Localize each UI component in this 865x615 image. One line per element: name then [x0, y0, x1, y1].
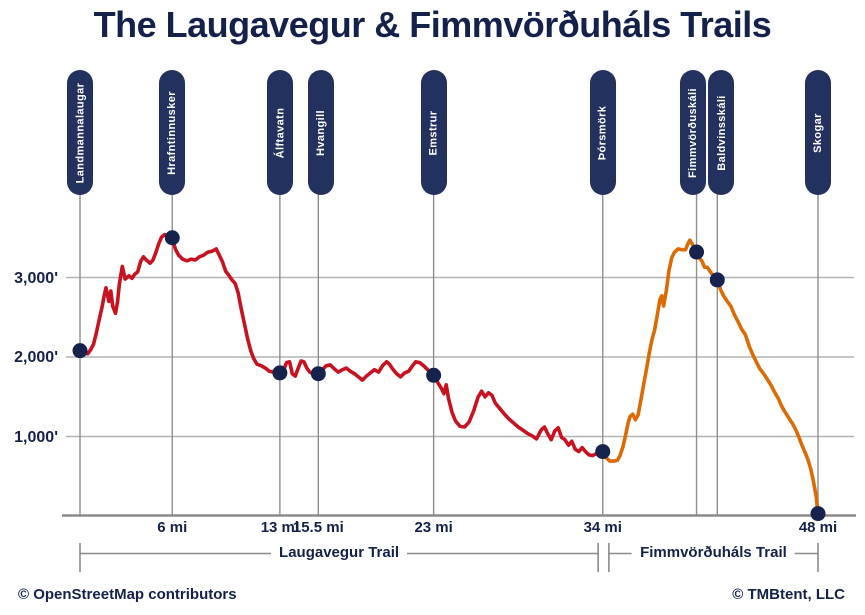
station-pill-label: Álftavatn	[273, 107, 286, 158]
marker-dot-Hvangill	[310, 366, 326, 382]
x-axis-label-23mi: 23 mi	[414, 519, 453, 536]
y-axis-label-3000ft: 3,000'	[14, 269, 58, 287]
marker-dot-Baldvinsskáli	[709, 272, 725, 288]
profile-line-Laugavegur Trail	[78, 232, 605, 458]
station-pill-Álftavatn: Álftavatn	[266, 70, 293, 195]
marker-dot-Skogar	[810, 506, 826, 522]
profile-line-Fimmvörðuháls Trail	[600, 238, 820, 516]
bracket-label-1: Fimmvörðuháls Trail	[632, 544, 795, 561]
marker-dot-Landmannalaugar	[72, 343, 88, 359]
station-pill-Baldvinsskáli: Baldvinsskáli	[708, 70, 735, 195]
credit-tmbtent: © TMBtent, LLC	[732, 586, 845, 603]
y-axis-label-2000ft: 2,000'	[14, 349, 58, 366]
station-pill-label: Baldvinsskáli	[715, 94, 728, 171]
marker-dot-Hrafntinnusker	[164, 230, 180, 246]
station-pill-label: Skogar	[812, 112, 825, 153]
page-title: The Laugavegur & Fimmvörðuháls Trails	[93, 4, 772, 45]
x-axis-label-6mi: 6 mi	[157, 519, 188, 536]
station-pill-label: Hrafntinnusker	[166, 90, 179, 175]
y-axis-label-1000ft: 1,000'	[14, 428, 58, 446]
x-axis-label-34mi: 34 mi	[583, 519, 622, 536]
station-pill-label: Emstrur	[427, 110, 440, 155]
station-pill-Landmannalaugar: Landmannalaugar	[67, 70, 93, 195]
station-pill-label: Hvangill	[315, 109, 328, 156]
marker-dot-Álftavatn	[272, 365, 288, 381]
station-pill-Hvangill: Hvangill	[308, 70, 335, 195]
credit-openstreetmap: © OpenStreetMap contributors	[18, 586, 237, 603]
station-pill-label: Þórsmörk	[596, 105, 609, 160]
station-pill-Skogar: Skogar	[805, 70, 831, 195]
station-pill-Þórsmörk: Þórsmörk	[589, 70, 616, 195]
station-pill-Fimmvörðuskáli: Fimmvörðuskáli	[679, 70, 706, 195]
station-pill-Emstrur: Emstrur	[420, 70, 447, 195]
x-axis-label-15.5mi: 15.5 mi	[292, 519, 344, 536]
marker-dot-Þórsmörk	[595, 444, 611, 460]
marker-dot-Fimmvörðuskáli	[689, 244, 705, 260]
x-axis-label-13mi: 13 mi	[260, 519, 300, 536]
x-axis-label-48mi: 48 mi	[798, 519, 838, 536]
marker-dot-Emstrur	[426, 367, 442, 383]
bracket-label-0: Laugavegur Trail	[271, 544, 408, 561]
station-pill-label: Fimmvörðuskáli	[686, 87, 699, 178]
station-pill-Hrafntinnusker: Hrafntinnusker	[159, 70, 186, 195]
station-pill-label: Landmannalaugar	[74, 82, 86, 183]
